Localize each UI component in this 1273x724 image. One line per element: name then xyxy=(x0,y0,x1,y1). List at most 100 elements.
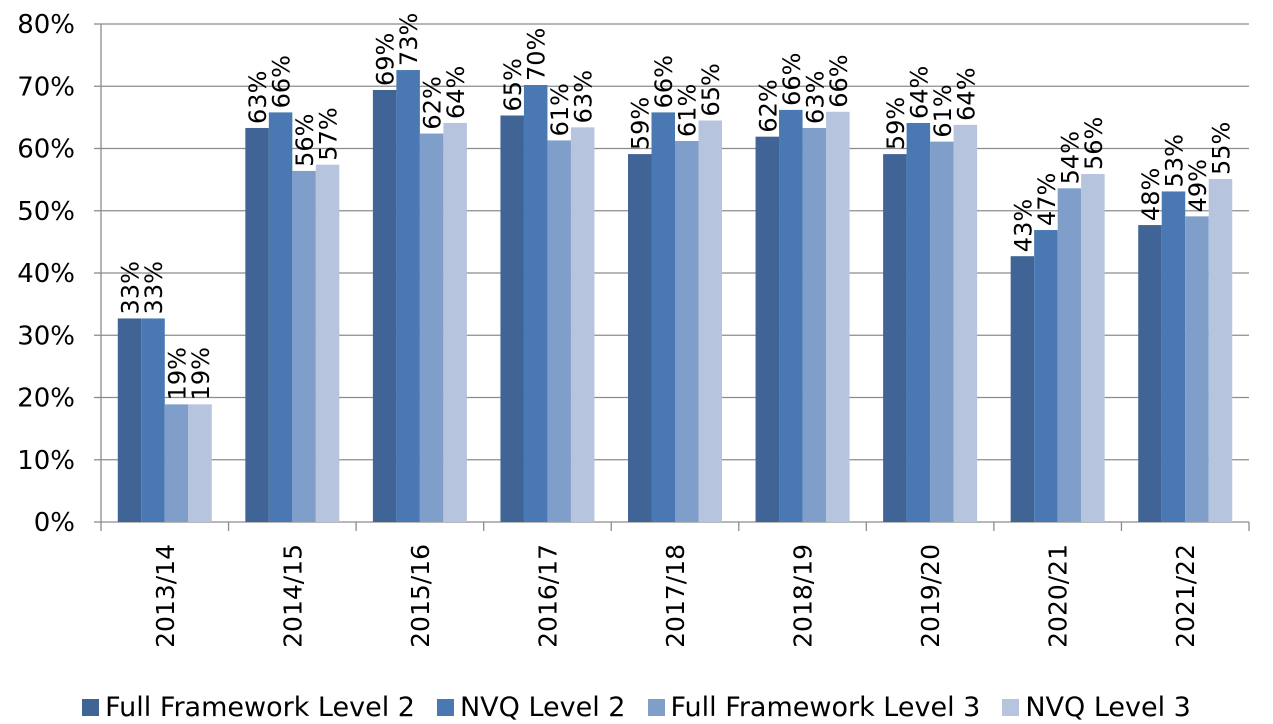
bar xyxy=(826,111,850,523)
x-tick-label: 2013/14 xyxy=(151,544,180,648)
data-label: 63% xyxy=(244,71,272,124)
data-label: 66% xyxy=(825,54,853,107)
x-tick-label: 2021/22 xyxy=(1171,544,1200,648)
legend-label: NVQ Level 3 xyxy=(1025,692,1191,723)
bar xyxy=(906,122,931,522)
data-label: 62% xyxy=(419,76,447,129)
x-tick-label: 2019/20 xyxy=(916,544,945,648)
legend-label: Full Framework Level 3 xyxy=(670,692,981,723)
bar xyxy=(315,164,340,522)
y-tick-label: 80% xyxy=(17,10,75,40)
x-tick-label: 2018/19 xyxy=(789,544,818,648)
x-tick-label: 2020/21 xyxy=(1044,544,1073,648)
data-label: 63% xyxy=(570,70,598,123)
bar xyxy=(779,109,803,522)
data-label: 73% xyxy=(395,13,423,66)
y-tick-label: 50% xyxy=(17,197,75,227)
bar xyxy=(755,136,780,523)
chart-legend: Full Framework Level 2 NVQ Level 2 Full Fr… xyxy=(0,691,1273,724)
legend-swatch xyxy=(647,699,665,716)
bar xyxy=(802,127,827,523)
data-label: 66% xyxy=(268,55,296,108)
bar xyxy=(1185,216,1209,523)
data-labels: 33%33%19%19%63%66%56%57%69%73%62%64% 65%7… xyxy=(117,13,1236,401)
bar xyxy=(698,120,722,523)
x-tick-label: 2016/17 xyxy=(533,544,562,648)
bar xyxy=(628,154,652,523)
y-tick-label: 10% xyxy=(17,446,75,476)
bar xyxy=(396,70,420,522)
bar xyxy=(117,318,142,522)
data-label: 65% xyxy=(499,58,527,111)
y-tick-label: 70% xyxy=(17,72,75,102)
bar-chart: 0% 10% 20% 30% 40% 50% 60% 70% 80% 33%33% 19%19% 6… xyxy=(17,10,1250,648)
bars xyxy=(117,70,1233,523)
bar xyxy=(1010,256,1035,522)
data-label: 48% xyxy=(1137,168,1165,221)
data-label: 65% xyxy=(697,63,725,116)
bar xyxy=(651,112,675,523)
data-label: 61% xyxy=(674,84,702,137)
data-label: 56% xyxy=(291,114,319,167)
x-tick-label: 2017/18 xyxy=(661,544,690,648)
bar xyxy=(268,112,293,523)
bar xyxy=(953,124,978,522)
y-axis-ticks: 0% 10% 20% 30% 40% 50% 60% 70% 80% xyxy=(17,10,1249,538)
data-label: 56% xyxy=(1080,117,1108,170)
bar xyxy=(570,127,595,523)
bar xyxy=(547,140,571,522)
data-label: 19% xyxy=(164,347,192,400)
data-label: 49% xyxy=(1184,159,1212,212)
data-label: 61% xyxy=(546,83,574,136)
data-label: 64% xyxy=(952,68,980,121)
bar xyxy=(164,404,189,522)
legend-label: Full Framework Level 2 xyxy=(105,692,415,723)
bar xyxy=(1081,174,1105,522)
data-label: 55% xyxy=(1207,122,1235,175)
bar xyxy=(372,89,397,523)
data-label: 64% xyxy=(905,66,933,119)
bar xyxy=(1034,230,1058,523)
data-label: 66% xyxy=(778,53,806,106)
data-label: 63% xyxy=(801,71,829,124)
bar xyxy=(443,122,467,522)
y-tick-label: 0% xyxy=(34,508,75,538)
data-label: 59% xyxy=(627,97,655,150)
data-label: 61% xyxy=(929,84,957,137)
bar xyxy=(883,154,907,523)
bar xyxy=(1161,191,1186,522)
data-label: 33% xyxy=(140,261,168,314)
bar xyxy=(1138,225,1162,522)
x-axis-ticks: 2013/14 2014/15 2015/16 2016/17 2017/18 2018/… xyxy=(100,522,1250,648)
data-label: 54% xyxy=(1056,131,1084,184)
bar xyxy=(675,141,699,522)
bar xyxy=(523,85,548,522)
data-label: 59% xyxy=(882,97,910,150)
x-tick-label: 2014/15 xyxy=(278,544,307,648)
data-label: 53% xyxy=(1160,134,1188,187)
legend-swatch xyxy=(436,699,454,716)
data-label: 57% xyxy=(315,107,343,160)
bar xyxy=(245,127,269,523)
bar xyxy=(188,404,212,522)
bar xyxy=(292,170,316,522)
data-label: 66% xyxy=(650,55,678,108)
bar xyxy=(141,318,165,522)
legend-item: NVQ Level 3 xyxy=(1002,692,1191,723)
legend-label: NVQ Level 2 xyxy=(459,692,626,723)
legend-item: Full Framework Level 2 xyxy=(82,692,415,723)
bar xyxy=(930,141,954,522)
data-label: 33% xyxy=(117,261,145,314)
data-label: 47% xyxy=(1033,173,1061,226)
y-tick-label: 60% xyxy=(17,135,75,165)
legend-swatch xyxy=(1002,699,1020,716)
data-label: 62% xyxy=(754,79,782,132)
bar xyxy=(419,133,444,522)
data-label: 70% xyxy=(523,28,551,81)
y-tick-label: 20% xyxy=(17,384,75,414)
data-label: 43% xyxy=(1009,199,1037,252)
bar xyxy=(1057,188,1082,522)
legend-item: Full Framework Level 3 xyxy=(647,692,981,723)
legend-swatch xyxy=(82,699,100,716)
y-tick-label: 40% xyxy=(17,259,75,289)
